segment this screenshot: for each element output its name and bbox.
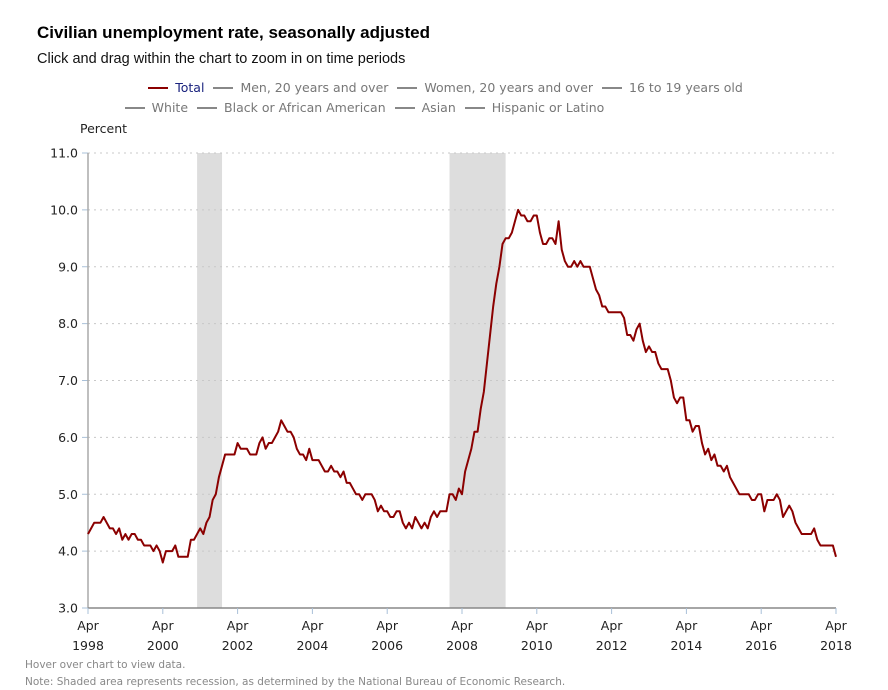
legend-swatch-icon — [197, 106, 218, 109]
axes: 3.0 4.0 5.0 6.0 7.0 8.0 9.0 10.0 11.0 Apr 1998 Apr 2… — [50, 146, 852, 654]
legend-label: 16 to 19 years old — [629, 80, 743, 95]
x-tick-label-month: Apr — [750, 618, 772, 633]
y-tick-label: 8.0 — [58, 316, 78, 331]
legend-row-1: Total Men, 20 years and over Women, 20 y… — [6, 80, 888, 95]
x-tick-label-month: Apr — [451, 618, 473, 633]
legend-item-16-to-19[interactable]: 16 to 19 years old — [602, 80, 743, 95]
x-tick-label-month: Apr — [526, 618, 548, 633]
legend-item-men-20-over[interactable]: Men, 20 years and over — [213, 80, 388, 95]
legend-swatch-icon — [464, 106, 485, 109]
recession-shading — [197, 153, 506, 608]
legend-swatch-icon — [124, 106, 145, 109]
x-tick-label-month: Apr — [77, 618, 99, 633]
chart-title: Civilian unemployment rate, seasonally a… — [37, 23, 431, 42]
y-tick-label: 3.0 — [58, 601, 78, 616]
legend-row-2: White Black or African American Asian Hi… — [0, 100, 813, 115]
x-tick-label-year: 2012 — [596, 638, 628, 653]
legend-swatch-icon — [394, 106, 415, 109]
x-tick-label-year: 2004 — [296, 638, 328, 653]
x-tick-label-year: 2016 — [745, 638, 777, 653]
legend-label: Black or African American — [224, 100, 386, 115]
recession-note: Note: Shaded area represents recession, … — [25, 676, 566, 688]
legend-swatch-icon — [397, 86, 418, 89]
x-tick-label-year: 2008 — [446, 638, 478, 653]
x-tick-label-year: 2014 — [670, 638, 702, 653]
y-tick-label: 9.0 — [58, 259, 78, 274]
y-axis-title: Percent — [80, 121, 128, 136]
legend-item-white[interactable]: White — [124, 100, 189, 115]
y-tick-label: 7.0 — [58, 373, 78, 388]
legend-item-hispanic[interactable]: Hispanic or Latino — [464, 100, 605, 115]
legend-item-women-20-over[interactable]: Women, 20 years and over — [397, 80, 593, 95]
x-tick-label-month: Apr — [227, 618, 249, 633]
legend-label: Men, 20 years and over — [240, 80, 389, 95]
x-tick-label-year: 2010 — [521, 638, 553, 653]
y-tick-label: 10.0 — [50, 202, 78, 217]
y-tick-label: 11.0 — [50, 146, 78, 161]
y-tick-label: 5.0 — [58, 487, 78, 502]
legend-item-asian[interactable]: Asian — [394, 100, 456, 115]
legend-swatch-icon — [148, 86, 169, 89]
y-tick-label: 4.0 — [58, 544, 78, 559]
x-tick-label-year: 2006 — [371, 638, 403, 653]
x-tick-label-month: Apr — [676, 618, 698, 633]
series-layer — [87, 208, 837, 564]
legend-label: White — [151, 100, 189, 115]
legend-item-black[interactable]: Black or African American — [197, 100, 386, 115]
x-tick-label-year: 2000 — [147, 638, 179, 653]
x-tick-label-month: Apr — [825, 618, 847, 633]
legend-label: Total — [175, 80, 205, 95]
x-tick-label-year: 2018 — [820, 638, 852, 653]
x-tick-label-month: Apr — [376, 618, 398, 633]
legend-swatch-icon — [602, 86, 623, 89]
legend-label: Asian — [421, 100, 456, 115]
chart-subtitle: Click and drag within the chart to zoom … — [37, 51, 406, 67]
x-tick-label-year: 1998 — [72, 638, 104, 653]
hover-note: Hover over chart to view data. — [25, 659, 186, 671]
x-tick-label-year: 2002 — [222, 638, 254, 653]
legend-swatch-icon — [213, 86, 234, 89]
series-line-total[interactable] — [87, 208, 837, 564]
y-tick-label: 6.0 — [58, 430, 78, 445]
legend-item-total[interactable]: Total — [148, 80, 204, 95]
legend-label: Women, 20 years and over — [424, 80, 594, 95]
x-tick-label-month: Apr — [601, 618, 623, 633]
legend-label: Hispanic or Latino — [491, 100, 605, 115]
x-tick-label-month: Apr — [302, 618, 324, 633]
x-tick-label-month: Apr — [152, 618, 174, 633]
